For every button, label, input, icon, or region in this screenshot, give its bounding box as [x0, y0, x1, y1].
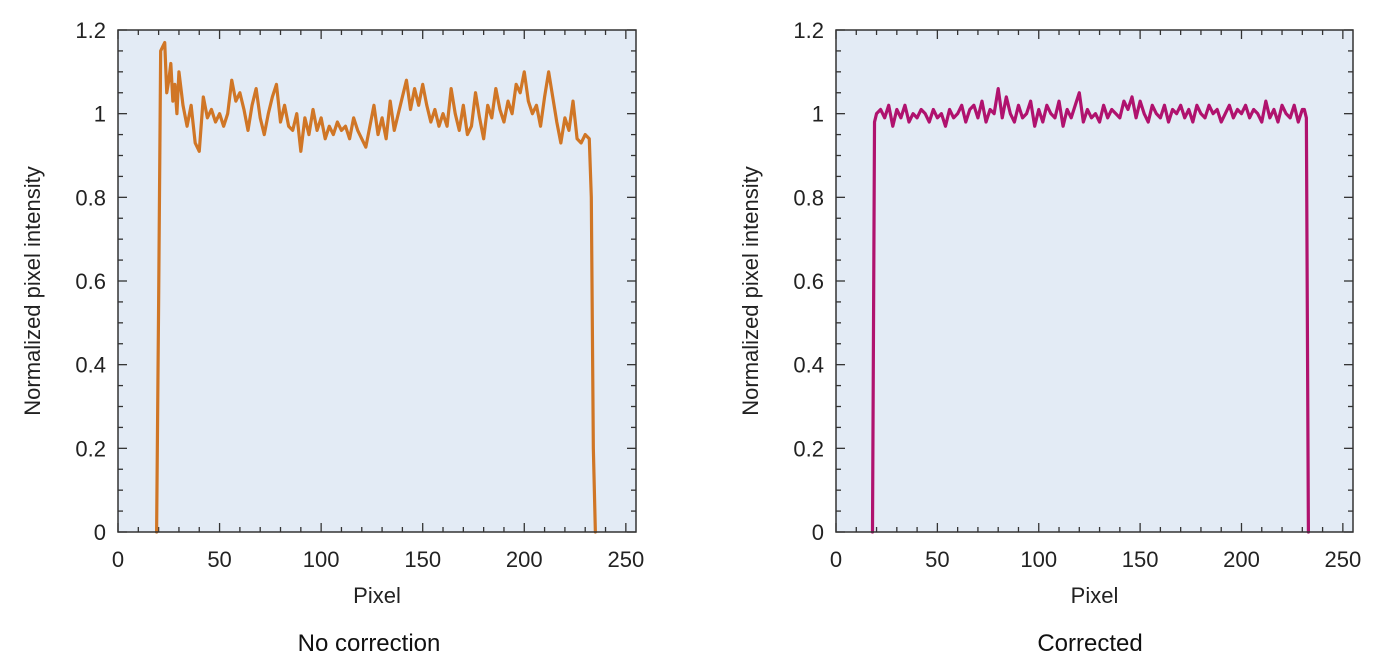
y-tick-label: 0.6 [75, 269, 106, 294]
plot-frame [117, 29, 637, 533]
plot-area [836, 30, 1353, 532]
x-tick-label: 100 [303, 547, 340, 572]
x-tick-label: 0 [830, 547, 842, 572]
x-axis-label: Pixel [353, 583, 401, 608]
x-axis-label: Pixel [1071, 583, 1119, 608]
x-tick-label: 150 [404, 547, 441, 572]
plot-frame [835, 29, 1354, 533]
y-tick-label: 0.8 [793, 185, 824, 210]
y-tick-label: 0.2 [75, 436, 106, 461]
y-tick-label: 1.2 [793, 18, 824, 43]
y-tick-label: 0 [812, 520, 824, 545]
x-tick-label: 150 [1122, 547, 1159, 572]
y-tick-label: 0.4 [793, 353, 824, 378]
y-tick-label: 0.6 [793, 269, 824, 294]
y-tick-label: 0.4 [75, 353, 106, 378]
y-tick-label: 1 [812, 102, 824, 127]
panel-caption: No correction [298, 630, 441, 657]
y-axis-label: Normalized pixel intensity [738, 166, 763, 415]
x-tick-label: 50 [207, 547, 231, 572]
x-tick-label: 0 [112, 547, 124, 572]
chart-panel-corrected: 0 50 100 150 200 250 0 0.2 0.4 0.6 0.8 1 1.2 Pixel Nor… [738, 18, 1361, 657]
x-tick-label: 200 [1223, 547, 1260, 572]
y-axis-label: Normalized pixel intensity [20, 166, 45, 415]
y-tick-label: 0.2 [793, 436, 824, 461]
y-tick-label: 1.2 [75, 18, 106, 43]
x-tick-label: 200 [506, 547, 543, 572]
y-tick-label: 1 [94, 102, 106, 127]
series-line-0 [870, 86, 1310, 534]
y-tick-label: 0 [94, 520, 106, 545]
x-tick-label: 50 [925, 547, 949, 572]
y-tick-label: 0.8 [75, 185, 106, 210]
series-line-0 [155, 40, 597, 534]
panel-caption: Corrected [1037, 630, 1142, 657]
chart-panel-no-correction: 0 50 100 150 200 250 0 0.2 0.4 0.6 0.8 1 1.2 Pixel Nor… [20, 18, 644, 657]
x-tick-label: 250 [607, 547, 644, 572]
plot-area [118, 30, 636, 532]
x-tick-label: 250 [1325, 547, 1362, 572]
x-tick-label: 100 [1020, 547, 1057, 572]
